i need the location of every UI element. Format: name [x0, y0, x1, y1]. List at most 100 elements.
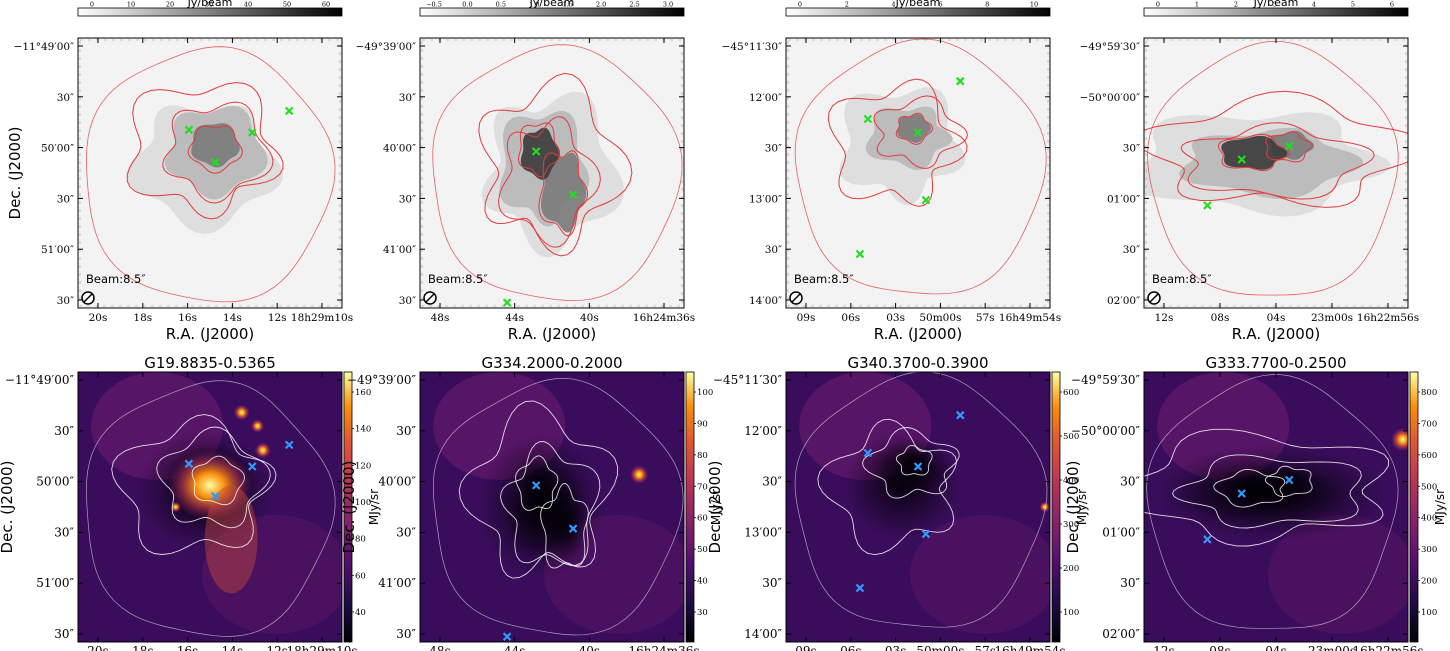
- colorbar-tick-label: 10: [127, 1, 135, 9]
- contour-line: [895, 444, 933, 476]
- contour-line-edge: [1147, 40, 1399, 296]
- y-tick-label: −49°39′00″: [347, 373, 417, 387]
- x-tick-label: 44s: [505, 312, 524, 324]
- panel-title: G334.2000-0.2000: [481, 354, 622, 372]
- contour-line: [187, 125, 243, 174]
- panel-bottom-4: −49°59′30″ −50°00′00″ 30″ 01′00″ 30″ 02′00″ 12…: [1064, 354, 1447, 651]
- y-tick-label: 50′00″: [41, 143, 74, 155]
- contour-line: [862, 427, 960, 499]
- noise-boundary: [787, 39, 1049, 307]
- y-tick-label: 01′00″: [1107, 193, 1140, 205]
- y-tick-label: 30″: [54, 424, 74, 438]
- contour-line: [156, 426, 271, 529]
- x-tick-label: 12s: [266, 644, 287, 651]
- y-tick-label: 13′00″: [749, 193, 782, 205]
- y-tick-label: 01′00″: [1102, 525, 1140, 539]
- diffuse-emission: [202, 515, 342, 634]
- x-tick-label: 16h24m36s: [628, 644, 699, 651]
- source-marker: [955, 410, 965, 420]
- colorbar-tick-label: 800: [1421, 388, 1437, 398]
- colorbar-gradient: [77, 7, 343, 17]
- colorbar-tick-label: 0: [1156, 1, 1160, 9]
- contour-line: [817, 418, 958, 556]
- contour-line: [478, 72, 633, 257]
- contour-line-edge: [794, 372, 1048, 628]
- panel-top-2: −49°39′00″ 30″ 40′00″ 30″ 41′00″ 30″ 48s 44s 40s…: [356, 0, 696, 343]
- colorbar-tick-label: 40: [244, 1, 252, 9]
- contour-line: [126, 82, 284, 220]
- source-marker: [184, 459, 194, 469]
- colorbar-tick-label: 70: [697, 482, 708, 492]
- colorbar-tick-label: 0: [90, 1, 94, 9]
- contour-line-edge: [794, 38, 1047, 295]
- source-marker: [855, 583, 865, 593]
- colorbar-label: Jy/beam: [529, 0, 575, 9]
- colorbar-tick-label: 3.0: [663, 1, 673, 9]
- x-tick-label: 09s: [797, 312, 816, 324]
- image-area: [420, 38, 684, 308]
- x-tick-label: 16h22m56s: [1357, 312, 1419, 324]
- colorbar-tick-label: 0: [798, 1, 802, 9]
- y-tick-label: −49°39′00″: [356, 41, 417, 53]
- contour-line: [191, 455, 245, 506]
- point-source: [250, 419, 265, 433]
- point-source: [1390, 427, 1408, 452]
- source-marker: [1237, 489, 1246, 498]
- colorbar-tick-label: 140: [355, 425, 371, 435]
- colorbar-tick-label: 160: [355, 388, 371, 398]
- y-tick-label: 30″: [1123, 143, 1140, 155]
- y-tick-label: 02′00″: [1107, 295, 1140, 307]
- panel-top-4: −49°59′30″−50°00′00″30″01′00″30″02′00″12…: [1080, 0, 1420, 343]
- source-marker: [1203, 201, 1212, 210]
- y-tick-label: −11°49′00″: [5, 373, 75, 387]
- y-tick-label: 13′00″: [744, 525, 782, 539]
- colorbar-tick-label: 100: [355, 498, 371, 508]
- dark-cloud: [1151, 444, 1390, 543]
- x-tick-label: 57s: [976, 312, 995, 324]
- y-axis-label: Dec. (J2000): [1064, 461, 1082, 554]
- source-marker: [568, 190, 578, 199]
- source-marker: [211, 157, 220, 167]
- colorbar-tick-label: 1.5: [563, 1, 573, 9]
- y-tick-label: 30″: [396, 525, 416, 539]
- contour-line: [895, 112, 934, 145]
- x-tick-label: 50m00s: [916, 644, 964, 651]
- y-axis-label: Dec. (J2000): [0, 461, 16, 554]
- contour-line-edge: [432, 377, 684, 636]
- source-marker: [284, 440, 294, 450]
- noise-boundary: [421, 39, 683, 307]
- colorbar-tick-label: 0.0: [462, 1, 472, 9]
- x-tick-label: 40s: [580, 312, 599, 324]
- contour-line: [162, 101, 274, 204]
- dark-cloud: [844, 431, 961, 540]
- y-tick-label: 30″: [765, 143, 782, 155]
- contour-line: [498, 116, 601, 248]
- y-tick-label: −50°00′00″: [1080, 92, 1141, 104]
- x-tick-label: 50m00s: [919, 312, 961, 324]
- y-tick-label: 12′00″: [744, 424, 782, 438]
- emission-region: [1221, 135, 1288, 170]
- source-marker: [1237, 155, 1246, 164]
- colorbar-tick-label: 200: [1421, 577, 1437, 587]
- source-marker: [531, 147, 541, 156]
- colorbar: Jy/beam −0.5 0.0 0.5 1.0 1.5 2.0 2.5 3.0: [419, 0, 685, 17]
- colorbar-label: Jy/beam: [895, 0, 941, 9]
- colorbar-tick-label: 120: [355, 461, 371, 471]
- colorbar-tick-label: 2: [845, 1, 849, 9]
- source-marker: [184, 125, 194, 135]
- colorbar-tick-label: 60: [322, 1, 330, 9]
- contour-line-edge: [86, 380, 336, 637]
- x-tick-label: 16h22m56s: [1352, 644, 1423, 651]
- diffuse-emission: [910, 515, 1050, 634]
- colorbar-tick-label: 0.5: [496, 1, 506, 9]
- colorbar-tick-label: 50: [697, 545, 708, 555]
- source-marker: [531, 481, 541, 490]
- x-tick-label: 18h29m10s: [286, 644, 357, 651]
- x-tick-label: 20s: [87, 644, 108, 651]
- y-tick-label: −45°11′30″: [713, 373, 783, 387]
- colorbar-tick-label: 50: [283, 1, 291, 9]
- x-tick-label: 23m00s: [1308, 644, 1356, 651]
- image-area: [786, 372, 1050, 642]
- colorbar-tick-label: 30: [697, 608, 708, 618]
- beam-hatch: [83, 293, 93, 303]
